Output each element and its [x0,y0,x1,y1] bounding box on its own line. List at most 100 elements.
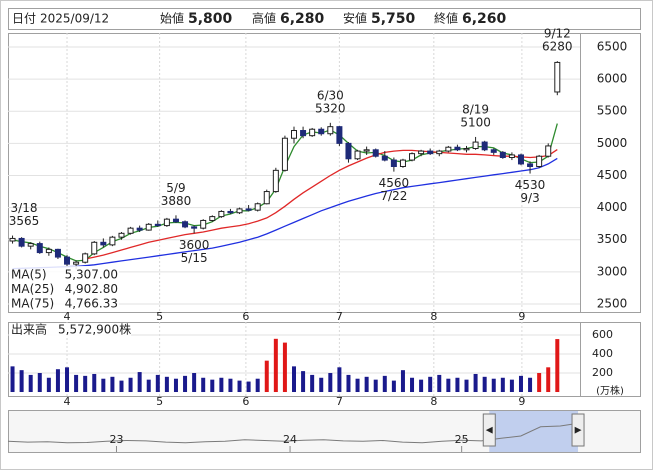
candle-body [64,256,71,265]
x-tick-label: 9 [518,310,525,323]
volume-bar [446,378,451,393]
volume-bar [310,374,315,393]
candle-body [245,208,252,211]
volume-bar [83,375,88,393]
y-tick-label: 4500 [597,168,628,182]
legend-name: MA(75) [11,297,54,311]
annotation-date: 9/3 [520,191,539,205]
ma-line [12,157,558,270]
volume-bar [19,370,24,393]
annotation-date: 3/18 [11,201,38,215]
navigator-handle[interactable] [482,413,496,447]
candle-body [381,155,388,161]
volume-bar [428,376,433,393]
volume-bar [419,379,424,393]
volume-bar [364,376,369,393]
navigator-label: 25 [455,433,469,446]
candle-body [218,210,225,218]
volume-last: 5,572,900株 [58,322,131,337]
candle-body [73,261,80,265]
y-tick-label: 2500 [597,296,628,310]
volume-bar [74,374,79,393]
x-tick-label: 7 [336,395,343,408]
annotation-value: 4560 [379,176,410,190]
x-tick-label: 6 [242,395,249,408]
volume-bar [319,377,324,393]
annotation-value: 3880 [161,194,192,208]
candle-body [182,221,189,228]
volume-bar [137,372,142,393]
candle-body [427,150,434,155]
y-tick-label: 3000 [597,264,628,278]
navigator-label: 24 [283,433,297,446]
volume-bar [346,374,351,393]
y-tick-label: 3500 [597,232,628,246]
volume-bar [391,380,396,393]
volume-bar [192,373,197,393]
candle-body [263,191,270,205]
legend-value: 4,766.33 [65,297,118,311]
header-label: 日付 [12,12,36,26]
x-tick-label: 7 [336,310,343,323]
candle-body [309,128,316,137]
candle-body [399,159,406,167]
candle-body [154,223,161,227]
candle-body [236,208,243,214]
volume-bar [482,376,487,393]
candle-body [390,159,397,167]
volume-bar [201,377,206,393]
candle-body [109,236,116,246]
candle-body [18,237,25,247]
candle-body [327,126,334,135]
volume-bar [509,379,514,393]
candle-body [472,141,479,150]
candle-body [545,145,552,157]
candle-body [209,216,216,221]
volume-bar [437,374,442,393]
candle-body [499,151,506,158]
candle-body [418,150,425,155]
legend-box [9,266,119,311]
candle-body [54,248,61,258]
volume-bar [55,369,60,393]
annotation-date: 5/15 [181,251,208,265]
y-tick-label: 6000 [597,72,628,86]
x-tick-label: 9 [518,395,525,408]
volume-label-box [9,323,131,336]
header-field-label: 始値 [160,11,184,26]
candle-body [191,226,198,229]
header-box [8,8,641,30]
volume-bar [65,367,70,393]
navigator-handle[interactable] [571,413,585,447]
header-field-label: 高値 [252,11,276,26]
candle-body [345,142,352,160]
navigator-selection[interactable] [489,411,579,452]
annotation-value: 5320 [315,101,346,115]
candle-body [372,149,379,157]
header-field-label: 安値 [343,11,367,26]
annotation-date: 9/12 [544,27,571,41]
candle-body [436,150,443,155]
annotation-value: 6280 [542,40,573,54]
candle-body [45,248,52,254]
candle-body [36,243,43,254]
volume-bar [528,377,533,393]
volume-bar [518,375,523,393]
candle-body [136,227,143,231]
navigator-label: 23 [109,433,123,446]
candle-body [354,150,361,160]
volume-bar [282,342,287,393]
header-date: 2025/09/12 [40,12,109,26]
y-tick-label: 6500 [597,40,628,54]
header-field-value: 6,280 [280,11,325,27]
volume-bar [92,373,97,393]
candle-body [82,253,89,263]
annotation-value: 4530 [515,178,546,192]
candle-body [100,241,107,246]
x-tick-label: 4 [64,310,71,323]
volume-unit: (万株) [596,384,624,397]
candle-body [227,210,234,214]
volume-bar [355,378,360,393]
volume-bar [337,367,342,393]
